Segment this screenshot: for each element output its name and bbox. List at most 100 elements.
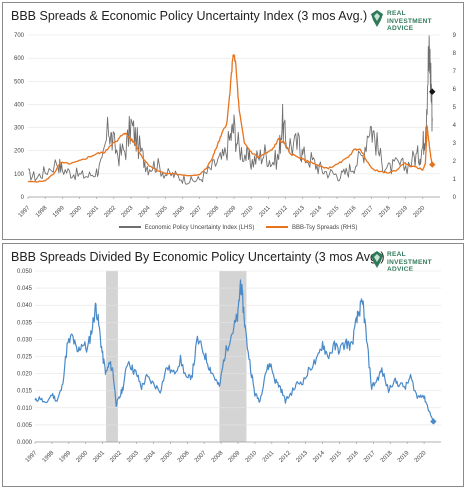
- x-tick-label: 2000: [75, 450, 89, 464]
- logo-text: REAL INVESTMENT ADVICE: [387, 10, 432, 32]
- legend-label-bbb: BBB-Tsy Spreads (RHS): [292, 225, 358, 231]
- x-tick-label: 2020: [413, 205, 427, 219]
- x-tick-label: 2013: [295, 450, 309, 464]
- x-tick-label: 2006: [177, 450, 191, 464]
- eagle-icon: [371, 251, 383, 268]
- x-tick-label: 1998: [42, 450, 56, 464]
- x-tick-label: 2009: [228, 450, 242, 464]
- y-right-tick-label: 2: [453, 159, 457, 165]
- x-tick-label: 2004: [138, 205, 152, 219]
- x-tick-label: 2018: [380, 450, 394, 464]
- x-tick-label: 2007: [189, 205, 203, 219]
- x-tick-label: 1997: [25, 450, 39, 464]
- y-right-tick-label: 9: [453, 33, 457, 39]
- series-line-ratio: [34, 279, 434, 422]
- x-tick-label: 2015: [329, 450, 343, 464]
- x-tick-label: 2001: [86, 205, 100, 219]
- x-tick-label: 2007: [194, 450, 208, 464]
- y-tick-label: 0.010: [17, 406, 33, 412]
- plot-area-bottom: 0.000 0.005 0.010 0.015 0.020 0.025 0.030 0.035…: [17, 269, 441, 464]
- x-tick-label: 2003: [121, 205, 135, 219]
- x-tick-label: 2020: [414, 450, 428, 464]
- x-tick-label: 2006: [172, 205, 186, 219]
- legend-label-epu: Economic Policy Uncertainty Index (LHS): [144, 225, 255, 231]
- y-left-tick-label: 700: [14, 33, 25, 39]
- x-tick-label: 2013: [292, 205, 306, 219]
- x-tick-label: 2010: [241, 205, 255, 219]
- chart-panel-top: BBB Spreads & Economic Policy Uncertaint…: [2, 2, 464, 240]
- y-right-tick-label: 1: [453, 177, 457, 183]
- x-tick-label: 2018: [378, 205, 392, 219]
- y-left-tick-label: 300: [14, 126, 25, 132]
- x-tick-label: 2003: [126, 450, 140, 464]
- x-tick-label: 2012: [275, 205, 289, 219]
- x-tick-label: 2002: [109, 450, 123, 464]
- y-tick-label: 0.040: [17, 303, 33, 309]
- y-right-tick-label: 6: [453, 87, 457, 93]
- x-tick-label: 2019: [395, 205, 409, 219]
- x-tick-label: 2008: [207, 205, 221, 219]
- x-tick-label: 2000: [69, 205, 83, 219]
- y-right-tick-label: 0: [453, 195, 457, 201]
- y-tick-label: 0.015: [17, 389, 33, 395]
- y-tick-label: 0.045: [17, 286, 33, 292]
- x-tick-label: 2017: [363, 450, 377, 464]
- series-line-bbb: [27, 54, 433, 183]
- last-value-marker-0: [430, 418, 437, 425]
- last-value-marker-1: [429, 161, 436, 168]
- last-value-marker-0: [429, 88, 436, 95]
- y-tick-label: 0.000: [17, 440, 33, 446]
- y-left-tick-label: 0: [21, 195, 25, 201]
- x-tick-label: 2008: [211, 450, 225, 464]
- x-tick-label: 2004: [143, 450, 157, 464]
- y-right-tick-label: 3: [453, 141, 457, 147]
- x-tick-label: 2012: [278, 450, 292, 464]
- chart-legend: Economic Policy Uncertainty Index (LHS) …: [3, 225, 463, 231]
- x-tick-label: 2017: [361, 205, 375, 219]
- y-left-tick-label: 600: [14, 56, 25, 62]
- series-line-epu: [27, 35, 433, 185]
- eagle-icon: [371, 10, 383, 27]
- x-tick-label: 2014: [310, 205, 324, 219]
- y-left-tick-label: 100: [14, 172, 25, 178]
- x-tick-label: 2019: [397, 450, 411, 464]
- y-left-tick-label: 500: [14, 79, 25, 85]
- x-tick-label: 1999: [59, 450, 73, 464]
- x-tick-label: 2002: [104, 205, 118, 219]
- logo-text: REAL INVESTMENT ADVICE: [387, 251, 432, 273]
- x-tick-label: 2014: [312, 450, 326, 464]
- x-tick-label: 2010: [245, 450, 259, 464]
- legend-swatch-epu: [118, 226, 141, 229]
- chart-title: BBB Spreads & Economic Policy Uncertaint…: [11, 9, 368, 23]
- y-left-tick-label: 400: [14, 102, 25, 108]
- y-tick-label: 0.025: [17, 355, 33, 361]
- x-tick-label: 2011: [262, 450, 276, 464]
- x-tick-label: 2011: [258, 205, 272, 219]
- x-tick-label: 2005: [160, 450, 174, 464]
- y-left-tick-label: 200: [14, 149, 25, 155]
- x-tick-label: 1998: [35, 205, 49, 219]
- brand-logo: REAL INVESTMENT ADVICE: [369, 248, 449, 276]
- x-tick-label: 1999: [52, 205, 66, 219]
- x-tick-label: 2015: [327, 205, 341, 219]
- chart-title: BBB Spreads Divided By Economic Policy U…: [11, 250, 385, 264]
- x-tick-label: 2001: [92, 450, 106, 464]
- y-right-tick-label: 8: [453, 51, 457, 57]
- y-tick-label: 0.050: [17, 269, 33, 275]
- y-tick-label: 0.035: [17, 320, 33, 326]
- chart-panel-bottom: BBB Spreads Divided By Economic Policy U…: [2, 243, 464, 487]
- y-right-tick-label: 5: [453, 105, 457, 111]
- x-tick-label: 1997: [18, 205, 32, 219]
- x-tick-label: 2016: [346, 450, 360, 464]
- y-right-tick-label: 7: [453, 69, 457, 75]
- y-tick-label: 0.020: [17, 372, 33, 378]
- plot-area-top: 0 100 200 300 400 500 600 700 0 1 2 3 4 5 6 7 8 9 1997 1998…: [14, 33, 457, 219]
- x-tick-label: 2016: [344, 205, 358, 219]
- y-tick-label: 0.030: [17, 337, 33, 343]
- x-tick-label: 2009: [224, 205, 238, 219]
- brand-logo: REAL INVESTMENT ADVICE: [369, 7, 449, 35]
- x-tick-label: 2005: [155, 205, 169, 219]
- y-right-tick-label: 4: [453, 123, 457, 129]
- y-tick-label: 0.005: [17, 423, 33, 429]
- legend-swatch-bbb: [266, 226, 289, 229]
